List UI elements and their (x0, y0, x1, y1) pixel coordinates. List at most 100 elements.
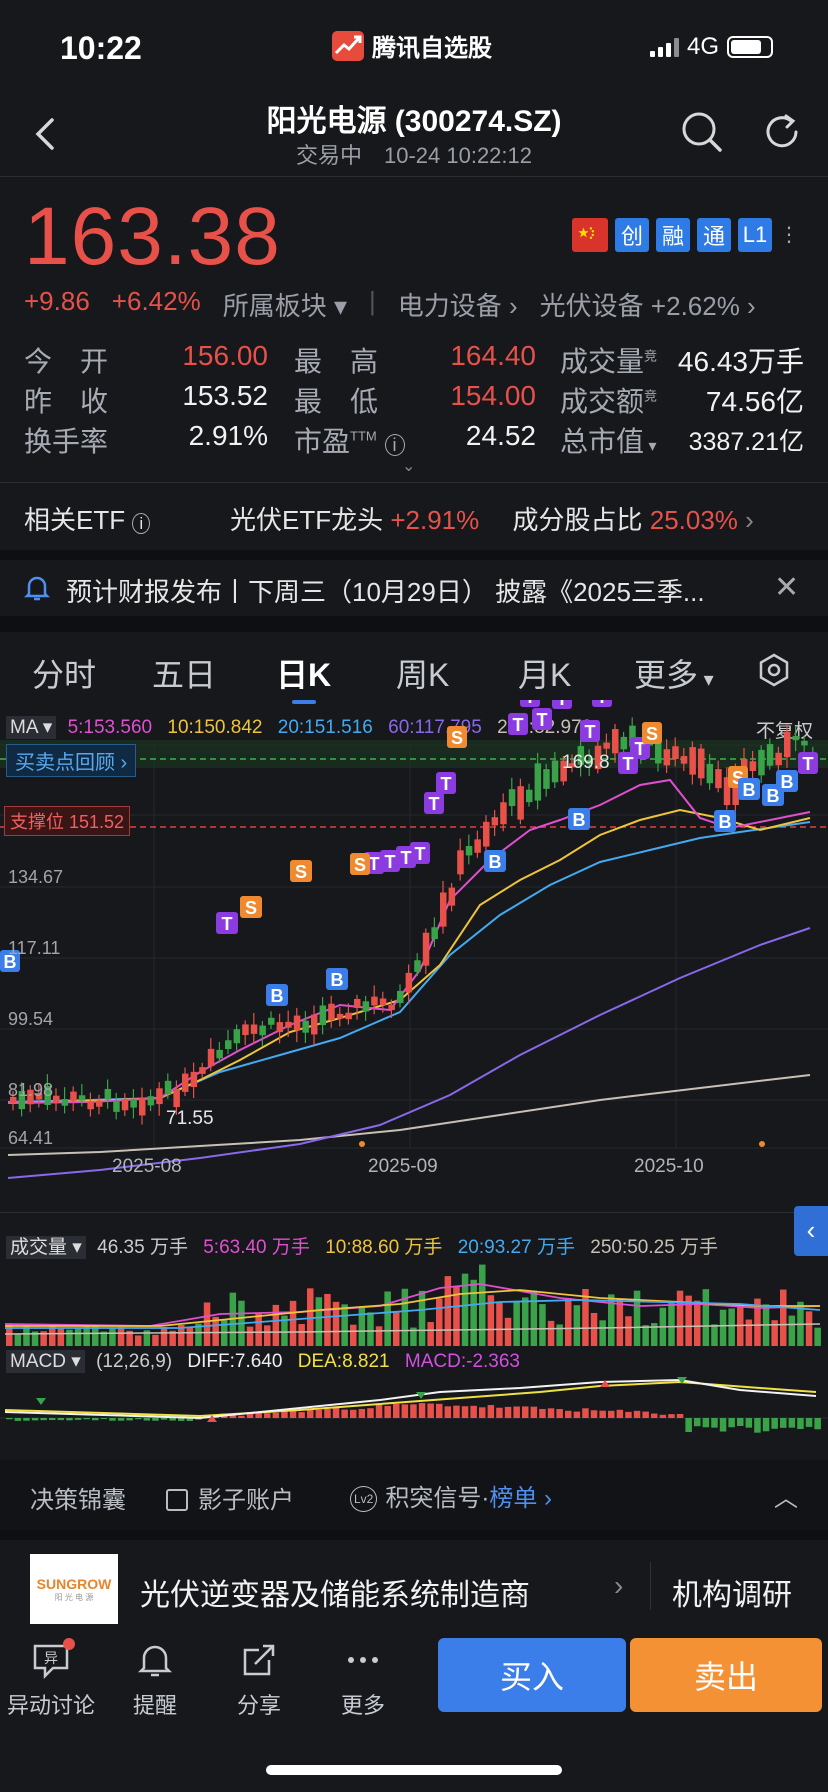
macd-bar (797, 1418, 804, 1429)
sector-pv[interactable]: 光伏设备 +2.62% › (539, 291, 756, 321)
macd-bar (367, 1408, 374, 1418)
macd-bar (49, 1418, 56, 1421)
company-logo: SUNGROW 阳 光 电 源 (30, 1554, 118, 1624)
tab-five-day[interactable]: 五日 (152, 657, 217, 693)
macd-bar (160, 1418, 168, 1420)
macd-bar (728, 1418, 735, 1428)
sector-dropdown[interactable]: 所属板块 ▾ (222, 291, 347, 321)
research-button[interactable]: 机构调研 (672, 1579, 792, 1612)
svg-text:T: T (441, 774, 452, 794)
candle-body (345, 1012, 352, 1020)
badge-chuang[interactable]: 创 (615, 218, 649, 252)
volume-bar (341, 1304, 348, 1346)
more-dots-icon[interactable]: ⋮ (779, 224, 799, 246)
volume-bar (255, 1313, 262, 1346)
macd-bar (496, 1407, 503, 1418)
candles-group (10, 717, 817, 1125)
candle-body (586, 760, 593, 765)
open-label: 今 开 (24, 346, 109, 377)
macd-bar (590, 1410, 598, 1418)
app-name: 腾讯自选股 (372, 35, 492, 62)
volume-bar (556, 1324, 563, 1346)
macd-bar (599, 1410, 606, 1418)
trading-status: 交易中 10-24 10:22:12 (295, 143, 533, 168)
signal-icon (650, 37, 679, 57)
candle-body (199, 1067, 206, 1074)
volume-bar (393, 1311, 400, 1346)
badge-rong[interactable]: 融 (656, 218, 690, 252)
svg-text:B: B (573, 810, 586, 830)
volume-bar (668, 1302, 675, 1346)
macd-bar (762, 1418, 770, 1432)
candle-body (87, 1101, 94, 1110)
svg-text:S: S (354, 855, 366, 875)
volume-selector[interactable]: 成交量 ▾ (6, 1236, 86, 1259)
macd-bar (100, 1418, 108, 1420)
svg-text:T: T (537, 710, 548, 730)
x-tick: 2025-10 (634, 1156, 704, 1177)
nav-share[interactable]: 分享 (214, 1640, 304, 1720)
chevron-right-icon[interactable]: › (614, 1570, 624, 1601)
collapse-panel-icon[interactable]: ‹ (794, 1206, 828, 1256)
tab-weekly-k[interactable]: 周K (396, 657, 450, 693)
macd-bar (547, 1408, 555, 1418)
tab-intraday[interactable]: 分时 (32, 657, 97, 693)
macd-bar (659, 1414, 667, 1418)
macd-legend: MACD ▾ (12,26,9) DIFF:7.640 DEA:8.821 MA… (6, 1350, 520, 1373)
candle-body (448, 887, 456, 906)
candle-body (792, 735, 800, 741)
volume-bar (573, 1305, 581, 1346)
back-icon[interactable] (30, 114, 60, 154)
buy-button[interactable]: 买入 (438, 1638, 626, 1712)
pe-label[interactable]: 市盈TTM i (294, 420, 405, 460)
macd-bar (350, 1409, 357, 1418)
china-flag-icon (572, 218, 608, 252)
tab-daily-k[interactable]: 日K (276, 657, 332, 693)
etf-link[interactable]: 光伏ETF龙头 +2.91% 成分股占比 25.03% › (230, 505, 754, 535)
high-value: 164.40 (450, 340, 536, 371)
tool-decision[interactable]: 决策锦囊 (30, 1487, 126, 1514)
tab-monthly-k[interactable]: 月K (518, 657, 572, 693)
volume-bar (264, 1325, 271, 1346)
volume-bar (401, 1288, 409, 1346)
svg-text:T: T (635, 739, 646, 759)
nav-alert[interactable]: 提醒 (110, 1640, 200, 1720)
nav-more[interactable]: 更多 (318, 1640, 408, 1720)
nav-discuss[interactable]: 异 异动讨论 (6, 1638, 96, 1720)
refresh-icon[interactable] (760, 110, 804, 154)
expand-chevron-icon[interactable]: ⌄ (402, 458, 416, 475)
candle-body (483, 821, 490, 847)
mktcap-value: 3387.21亿 (688, 428, 804, 456)
search-icon[interactable] (680, 110, 724, 154)
mktcap-label[interactable]: 总市值 ▾ (560, 426, 657, 457)
settings-icon[interactable] (756, 652, 792, 693)
status-time: 10:22 (60, 30, 142, 66)
sell-button[interactable]: 卖出 (630, 1638, 822, 1712)
macd-selector[interactable]: MACD ▾ (6, 1350, 85, 1373)
macd-bar (616, 1409, 624, 1418)
badge-tong[interactable]: 通 (697, 218, 731, 252)
close-icon[interactable]: ✕ (774, 571, 800, 604)
company-card[interactable]: SUNGROW 阳 光 电 源 光伏逆变器及储能系统制造商 › 机构调研 (0, 1540, 828, 1630)
earnings-notice[interactable]: 预计财报发布丨下周三（10月29日） 披露《2025三季... ✕ (0, 560, 828, 616)
macd-bar (384, 1405, 391, 1418)
badge-l1[interactable]: L1 (738, 218, 772, 252)
network-type: 4G (687, 33, 720, 60)
ma-selector[interactable]: MA ▾ (6, 716, 57, 739)
sector-electric[interactable]: 电力设备 › (397, 291, 518, 321)
candle-body (207, 1048, 215, 1067)
volume-bar (436, 1298, 443, 1346)
macd-bar (582, 1408, 589, 1418)
review-button[interactable]: 买卖点回顾 › (6, 744, 137, 777)
candle-body (354, 998, 361, 1008)
tool-shadow-account[interactable]: 影子账户 (166, 1480, 294, 1515)
tab-more[interactable]: 更多 ▾ (634, 657, 714, 693)
tool-signal[interactable]: Lv2 积突信号·榜单 › (350, 1478, 552, 1513)
candle-body (104, 1088, 112, 1100)
candle-body (233, 1029, 241, 1044)
collapse-up-icon[interactable]: ︿ (774, 1485, 798, 1512)
candle-body (216, 1049, 223, 1059)
macd-bar (504, 1406, 512, 1418)
